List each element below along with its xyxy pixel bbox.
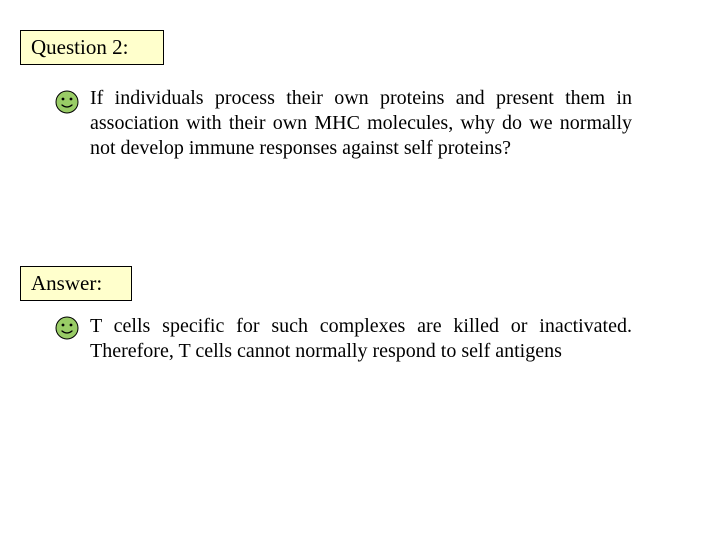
question-label: Question 2:: [20, 30, 164, 65]
answer-body: T cells specific for such complexes are …: [90, 314, 632, 364]
smiley-icon: [55, 316, 79, 340]
answer-label: Answer:: [20, 266, 132, 301]
smiley-icon: [55, 90, 79, 114]
question-body: If individuals process their own protein…: [90, 86, 632, 161]
